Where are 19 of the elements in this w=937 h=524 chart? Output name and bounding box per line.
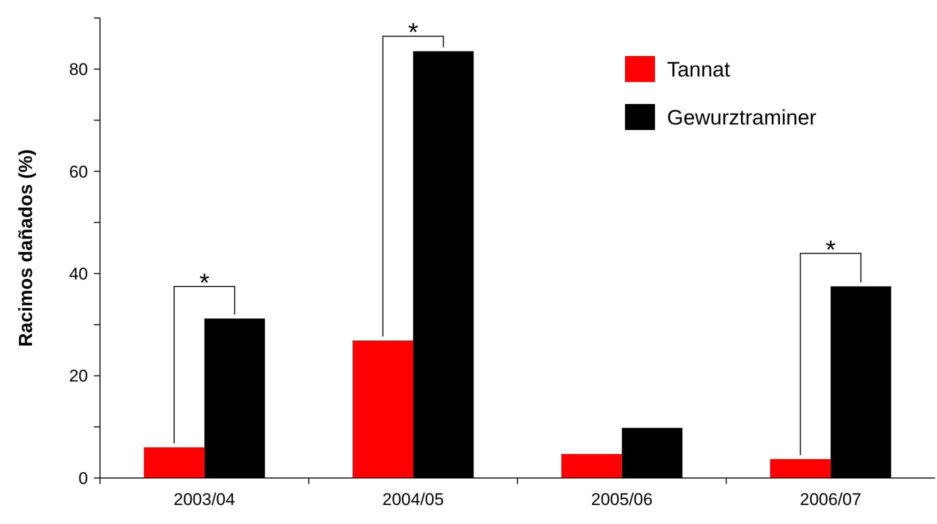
y-tick-label: 20 (69, 366, 88, 386)
x-tick-label: 2005/06 (591, 490, 653, 509)
y-axis-title: Racimos dañados (%) (16, 149, 37, 347)
legend-label: Gewurztraminer (667, 106, 816, 130)
y-tick-label: 80 (69, 60, 88, 80)
y-tick-label: 40 (69, 264, 88, 284)
x-tick-label: 2004/05 (382, 490, 444, 509)
bar (561, 454, 622, 478)
annotation: * (826, 234, 836, 264)
bar (770, 459, 831, 478)
y-tick-label: 60 (69, 162, 88, 182)
x-tick-label: 2006/07 (800, 490, 862, 509)
bar (352, 340, 414, 478)
legend-label: Tannat (667, 58, 730, 82)
annotation: * (408, 17, 418, 48)
x-tick-label: 2003/04 (174, 490, 236, 509)
bar (144, 447, 204, 478)
annotation: * (199, 268, 210, 298)
y-tick-label: 0 (78, 468, 88, 488)
